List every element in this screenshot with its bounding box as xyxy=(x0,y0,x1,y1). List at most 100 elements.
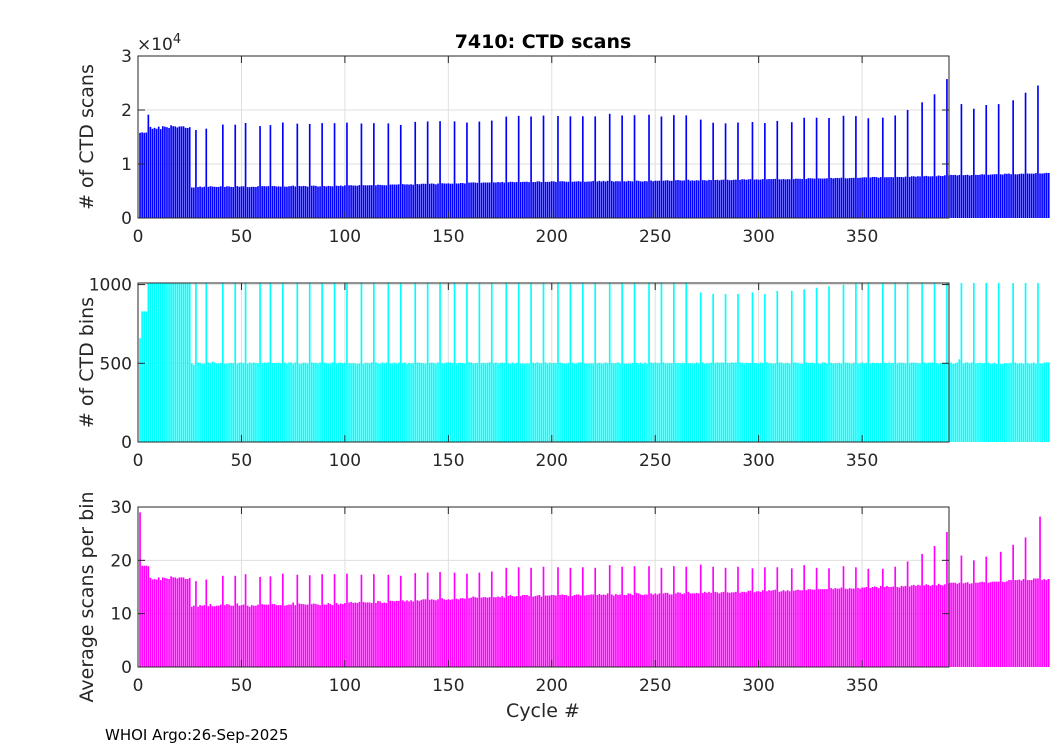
bar xyxy=(915,362,917,442)
bar xyxy=(426,121,429,218)
bar xyxy=(308,283,311,442)
bar xyxy=(410,600,412,667)
bar xyxy=(871,362,874,442)
bar xyxy=(428,599,431,667)
bar xyxy=(888,362,890,442)
bar xyxy=(859,363,861,442)
bar xyxy=(323,362,326,442)
bar xyxy=(275,186,278,218)
bar xyxy=(408,184,410,218)
bar xyxy=(253,362,255,442)
bar xyxy=(524,181,526,218)
bar xyxy=(1037,85,1039,218)
bar xyxy=(166,127,168,218)
bar xyxy=(441,363,443,442)
bar xyxy=(279,186,282,218)
bar xyxy=(352,363,354,442)
bar xyxy=(257,186,259,218)
bar xyxy=(915,176,917,218)
bar xyxy=(356,603,359,667)
bar xyxy=(197,187,199,218)
bar xyxy=(819,363,822,442)
bar xyxy=(488,362,491,442)
bar xyxy=(536,362,539,442)
bar xyxy=(275,605,278,667)
bar xyxy=(588,595,590,667)
bar xyxy=(759,362,762,442)
bar xyxy=(768,179,770,218)
bar xyxy=(486,597,489,667)
y-tick-label: 10 xyxy=(110,605,132,625)
bar xyxy=(472,363,474,442)
bar xyxy=(712,566,714,667)
x-tick-label: 100 xyxy=(329,451,361,471)
bar xyxy=(631,362,634,442)
bar xyxy=(627,363,630,442)
bar xyxy=(333,123,336,218)
bar xyxy=(464,183,466,218)
bar xyxy=(350,185,352,218)
bar xyxy=(1004,363,1006,442)
bar xyxy=(1006,581,1008,667)
bar xyxy=(222,283,224,442)
bar xyxy=(364,185,367,218)
bar xyxy=(325,604,328,667)
bar xyxy=(679,363,681,442)
bar xyxy=(610,180,613,218)
bar xyxy=(604,181,607,218)
bar xyxy=(433,599,435,667)
bar xyxy=(548,595,551,667)
bar xyxy=(770,590,772,667)
bar xyxy=(443,599,446,667)
bar xyxy=(315,185,317,218)
bar xyxy=(1014,580,1017,667)
bar xyxy=(811,362,814,442)
bar xyxy=(1010,362,1012,442)
bar xyxy=(888,177,890,218)
bar xyxy=(242,186,245,218)
bar xyxy=(517,567,520,667)
bar xyxy=(354,602,357,667)
bar xyxy=(213,362,216,442)
bar xyxy=(968,175,971,218)
bar xyxy=(348,185,350,218)
bar xyxy=(809,362,812,442)
bar xyxy=(193,187,195,218)
bar xyxy=(714,363,717,442)
bar xyxy=(910,362,913,442)
axes-ctd-scans: 0 50 100 150 200 250 300 350 0 1 2 3 # of CTD scans xyxy=(76,47,1050,247)
bar xyxy=(873,363,876,442)
x-tick-label: 200 xyxy=(536,676,568,696)
bar xyxy=(681,593,683,667)
bar xyxy=(844,588,847,667)
bar xyxy=(416,600,419,667)
bar xyxy=(306,363,309,442)
bar xyxy=(455,183,458,218)
bar xyxy=(433,363,435,442)
bar xyxy=(1039,516,1041,667)
bar xyxy=(217,186,220,218)
bar xyxy=(962,175,965,218)
bar xyxy=(449,183,452,218)
bar xyxy=(584,363,586,442)
bar xyxy=(780,179,783,218)
bar xyxy=(449,362,452,442)
bar xyxy=(652,594,654,667)
bar xyxy=(894,566,897,667)
bar xyxy=(310,185,313,218)
bar xyxy=(426,572,429,667)
bar xyxy=(296,283,299,442)
bar xyxy=(848,588,851,667)
bar xyxy=(931,176,934,218)
bar xyxy=(248,187,251,218)
bar xyxy=(958,582,961,667)
bar xyxy=(784,591,787,667)
bar xyxy=(573,363,576,442)
bar xyxy=(546,181,549,218)
y-tick-label: 1000 xyxy=(89,276,132,296)
y-tick-label: 0 xyxy=(121,658,132,678)
bar xyxy=(751,122,754,218)
bar xyxy=(143,132,146,218)
bar xyxy=(656,363,659,442)
bar xyxy=(830,362,832,442)
